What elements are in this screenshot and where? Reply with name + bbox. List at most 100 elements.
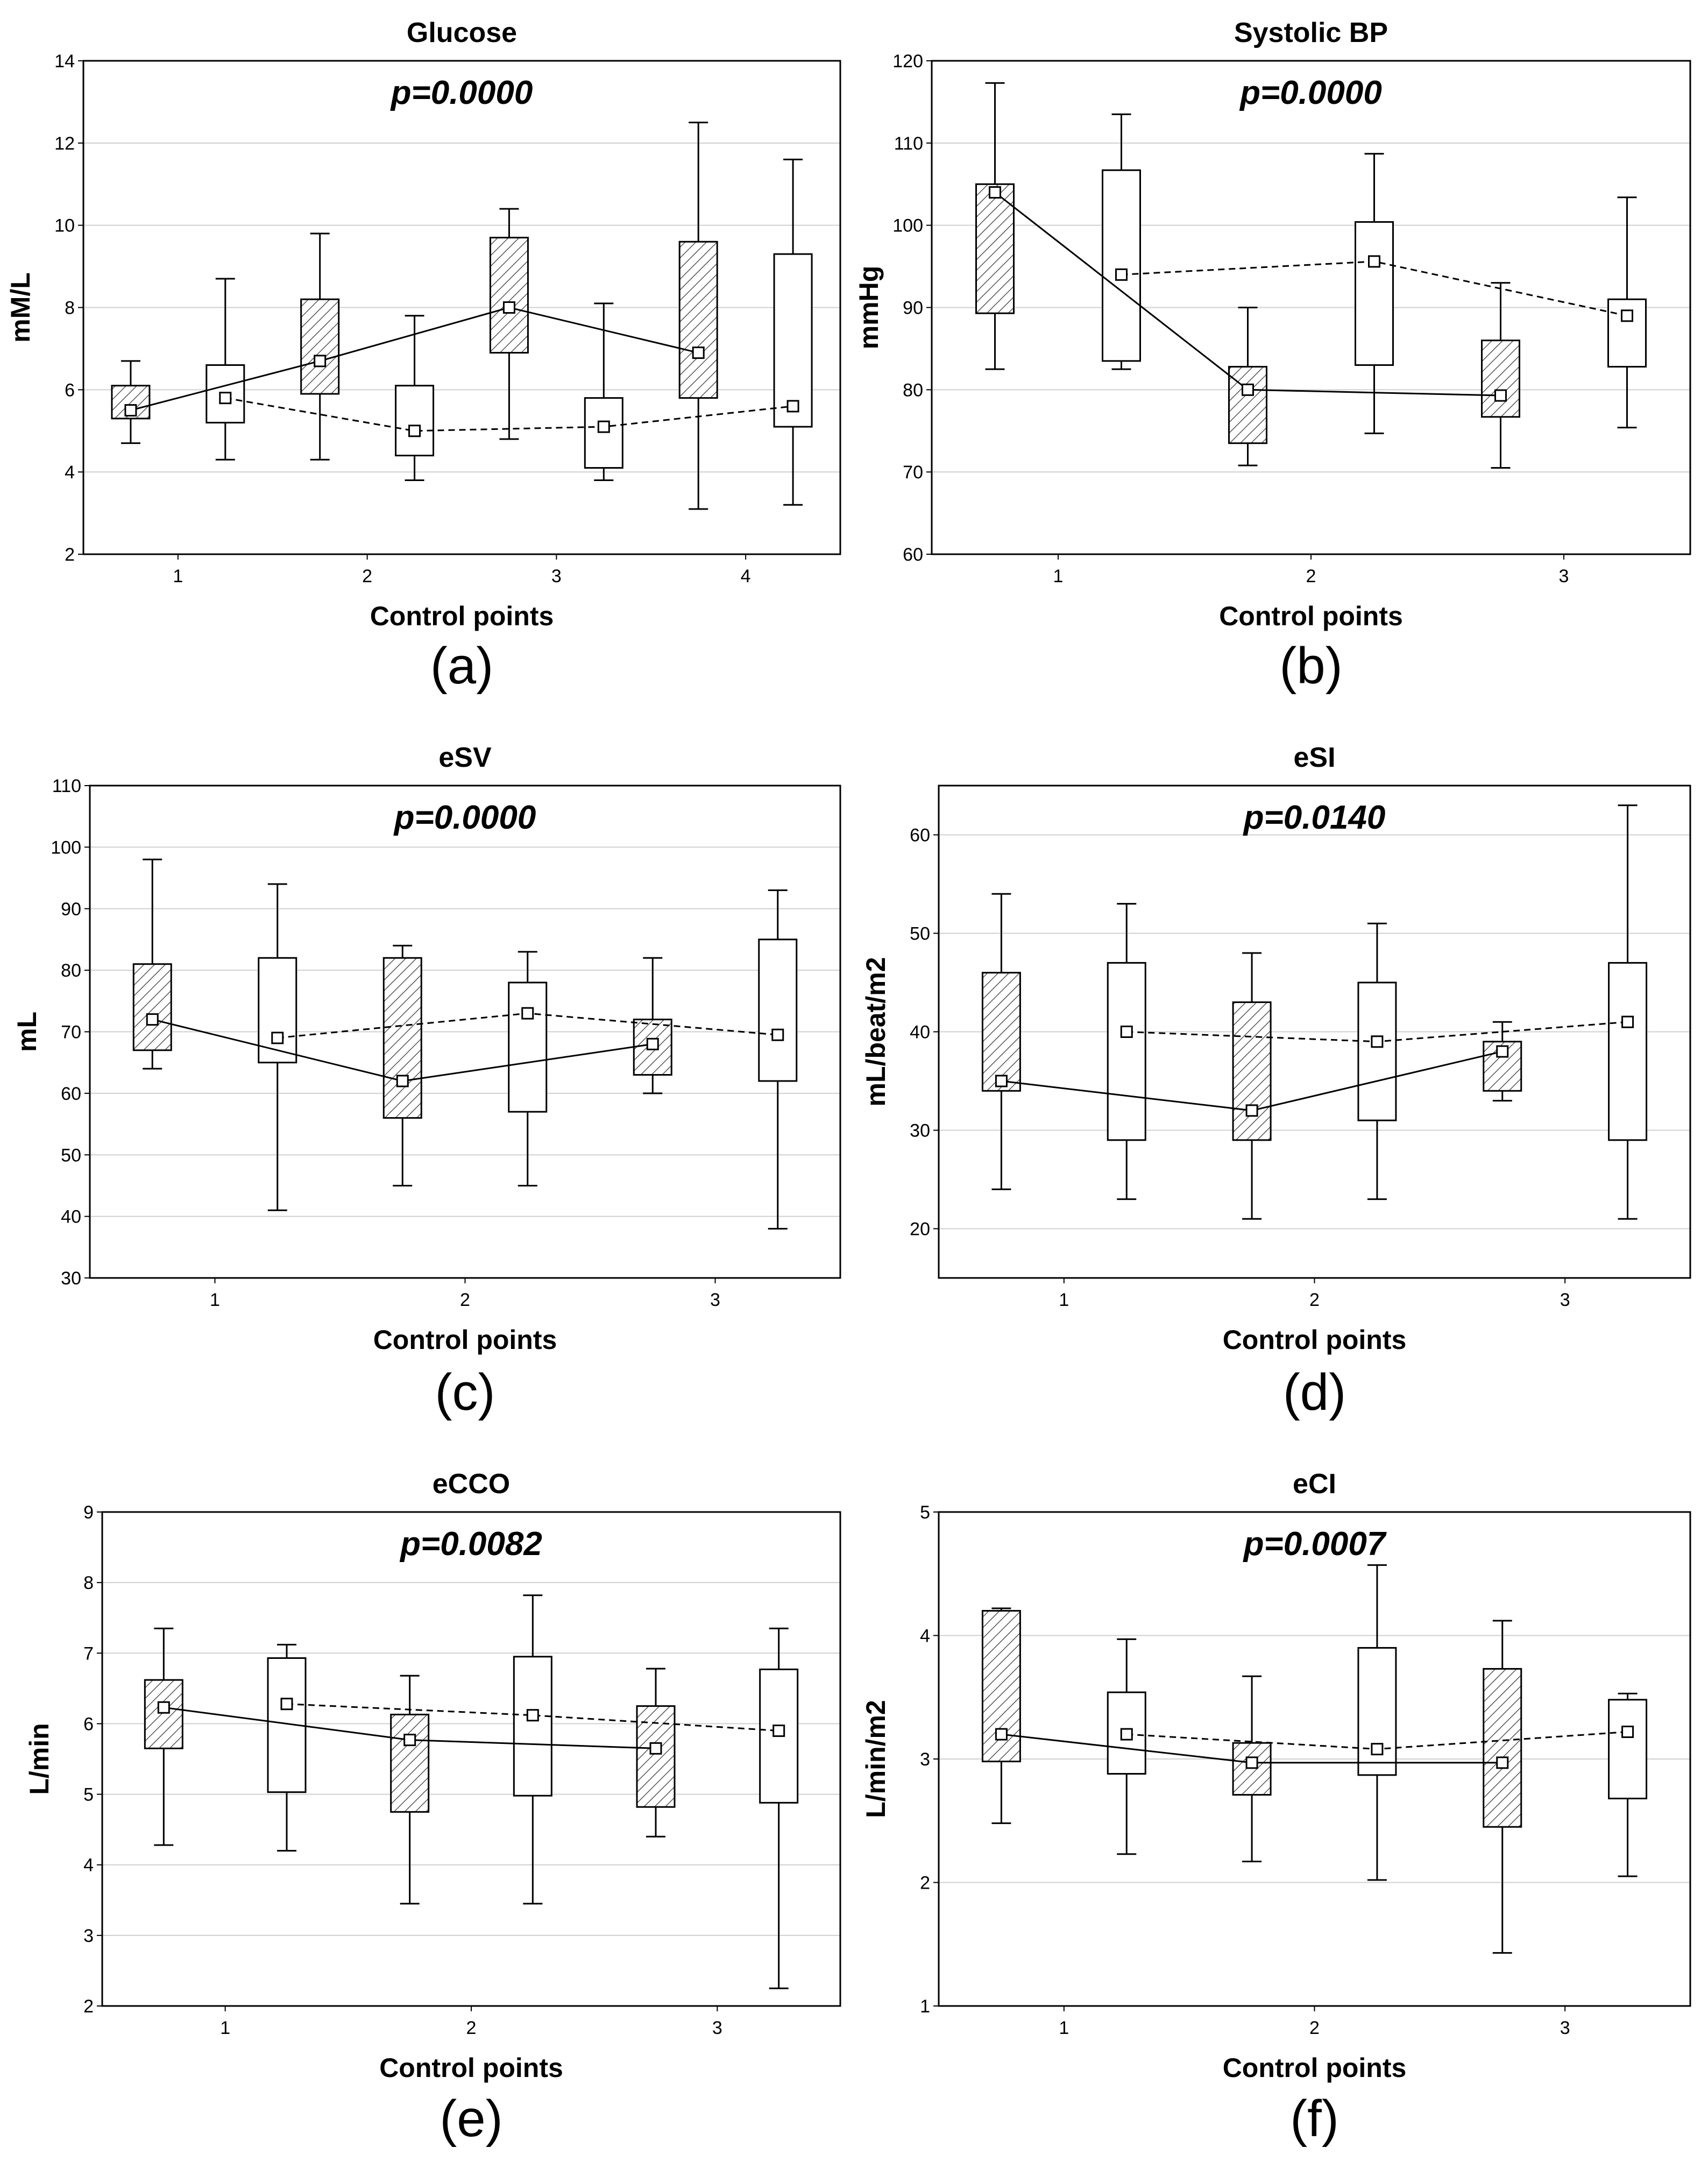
box-hatched	[382, 944, 422, 1186]
panel-label: (f)	[1290, 2090, 1339, 2147]
y-axis-label: mL/beat/m2	[861, 957, 891, 1107]
y-tick-label: 5	[920, 1502, 930, 1523]
x-axis-label: Control points	[1223, 1325, 1407, 1355]
box-iqr	[1608, 962, 1648, 1141]
y-tick-label: 6	[83, 1714, 94, 1734]
box-hatched	[678, 122, 718, 510]
y-tick-label: 60	[910, 825, 930, 846]
y-tick-label: 70	[61, 1022, 81, 1043]
box-open	[1608, 1692, 1648, 1877]
y-tick-label: 2	[83, 1996, 94, 2017]
median-marker	[771, 1028, 784, 1041]
median-marker	[1245, 1756, 1258, 1769]
median-marker	[502, 301, 515, 314]
y-tick-label: 50	[910, 924, 930, 944]
y-tick-label: 100	[892, 216, 923, 236]
box-open	[1102, 113, 1141, 370]
median-marker	[526, 1709, 539, 1722]
y-tick-label: 40	[61, 1207, 81, 1227]
median-marker	[146, 1013, 159, 1026]
box-iqr	[300, 298, 340, 395]
p-value-annotation: p=0.0000	[1239, 74, 1382, 111]
box-iqr	[1357, 1647, 1397, 1776]
box-hatched	[144, 1627, 183, 1846]
median-marker	[403, 1734, 416, 1747]
y-axis-label: mL	[12, 1012, 42, 1052]
y-tick-label: 3	[83, 1926, 94, 1946]
box-open	[258, 883, 297, 1211]
box-hatched	[132, 858, 172, 1070]
y-tick-label: 110	[894, 133, 923, 154]
y-tick-label: 80	[903, 380, 923, 400]
y-tick-label: 90	[903, 298, 923, 319]
p-value-annotation: p=0.0000	[393, 799, 536, 836]
median-marker	[995, 1728, 1008, 1741]
chart-title: eSI	[1293, 742, 1335, 773]
box-iqr	[636, 1705, 676, 1808]
median-marker	[649, 1742, 662, 1755]
box-iqr	[395, 385, 435, 457]
chart-panel-5: 2 3 4 5 6 7 8 9 1 2 3 eCCO p=0.0082 Control points L/m…	[24, 1468, 841, 2147]
x-tick-label: 2	[1309, 1290, 1320, 1310]
plot-frame	[938, 785, 1691, 1279]
box-hatched	[1483, 1021, 1522, 1102]
box-iqr	[1607, 298, 1647, 368]
x-tick-label: 2	[1309, 2018, 1320, 2038]
x-axis-label: Control points	[1219, 601, 1403, 631]
box-open	[205, 278, 245, 461]
chart-title: eCI	[1293, 1468, 1336, 1500]
y-tick-label: 4	[83, 1855, 94, 1876]
median-marker	[124, 404, 137, 417]
panel-label: (a)	[430, 637, 493, 695]
box-iqr	[1232, 1001, 1272, 1141]
box-iqr	[258, 957, 297, 1064]
box-iqr	[1228, 366, 1267, 444]
chart-title: Glucose	[407, 17, 517, 48]
median-marker	[786, 400, 799, 413]
y-axis-label: L/min	[24, 1723, 54, 1795]
median-marker	[157, 1701, 170, 1714]
chart-title: eSV	[438, 742, 492, 773]
median-marker	[1371, 1035, 1384, 1048]
median-marker	[271, 1032, 284, 1044]
y-tick-label: 80	[61, 960, 81, 981]
median-marker	[773, 1725, 785, 1737]
box-open	[513, 1594, 552, 1905]
chart-panel-6: 1 2 3 4 5 1 2 3 eCI p=0.0007 Control points L/min/m…	[861, 1468, 1691, 2147]
box-iqr	[508, 981, 548, 1113]
y-tick-label: 7	[83, 1643, 94, 1664]
box-iqr	[513, 1656, 552, 1797]
y-tick-label: 14	[54, 51, 75, 72]
median-marker	[396, 1075, 409, 1087]
x-tick-label: 1	[1059, 2018, 1069, 2038]
median-marker	[521, 1007, 534, 1020]
median-marker	[219, 392, 232, 405]
box-open	[508, 951, 548, 1186]
y-tick-label: 30	[61, 1268, 81, 1289]
p-value-annotation: p=0.0140	[1243, 799, 1386, 836]
chart-panel-3: 30 40 50 60 70 80 90 100 110 1 2 3 eSV p=0.0000 Contro…	[12, 742, 841, 1421]
median-marker	[1621, 309, 1633, 322]
x-tick-label: 1	[220, 2018, 230, 2038]
chart-panel-2: 60 70 80 90 100 110 120 1 2 3 Systolic BP p=0.0000 C…	[854, 17, 1691, 695]
x-axis-label: Control points	[370, 601, 554, 631]
y-tick-label: 4	[65, 462, 75, 483]
y-tick-label: 8	[65, 298, 75, 319]
median-marker	[1621, 1726, 1634, 1739]
x-tick-label: 1	[1059, 1290, 1069, 1310]
median-marker	[408, 425, 421, 437]
box-iqr	[489, 237, 529, 354]
y-tick-label: 100	[51, 837, 81, 858]
y-tick-label: 2	[920, 1873, 930, 1894]
box-open	[1607, 196, 1647, 429]
y-tick-label: 60	[903, 545, 923, 565]
x-tick-label: 3	[712, 2018, 722, 2038]
median-marker	[280, 1698, 293, 1711]
y-tick-label: 70	[903, 462, 923, 483]
median-marker	[1621, 1015, 1634, 1028]
box-hatched	[489, 208, 529, 440]
box-open	[1357, 1564, 1397, 1881]
box-iqr	[144, 1679, 183, 1749]
